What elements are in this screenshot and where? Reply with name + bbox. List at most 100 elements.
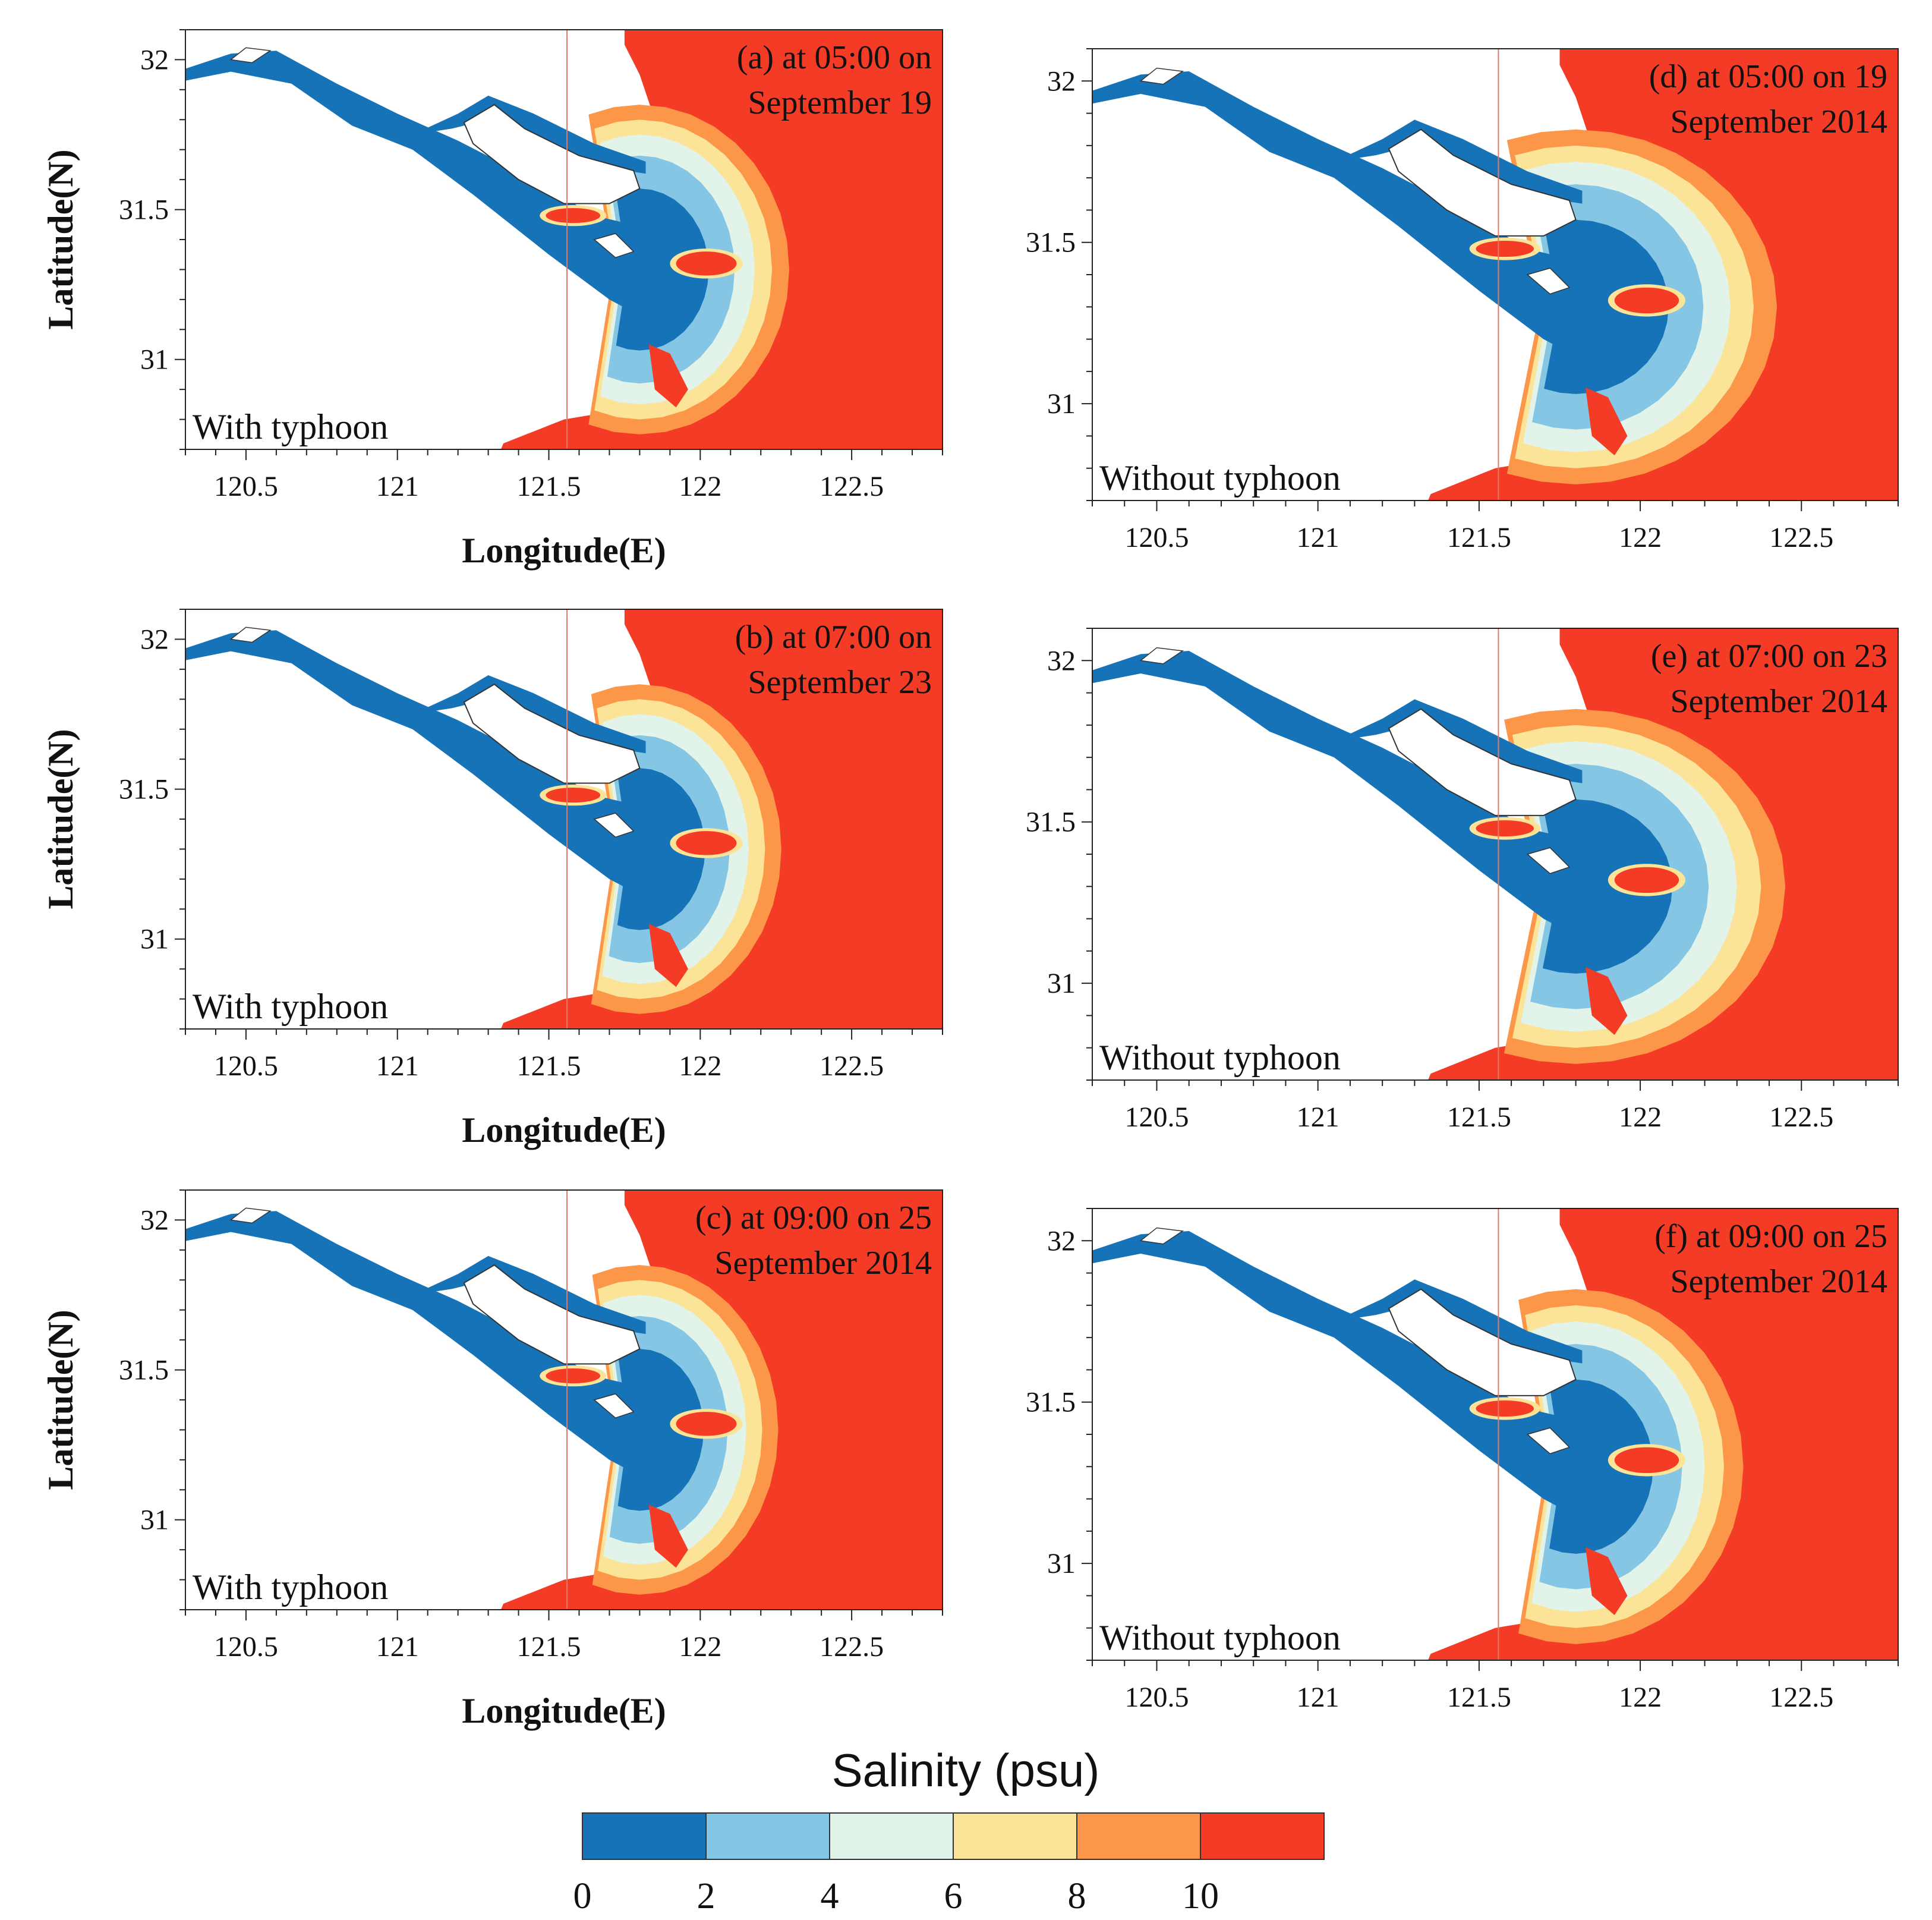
x-tick-label: 120.5 [1124,1101,1189,1133]
colorbar-cell [705,1812,830,1860]
nanhui-shoal [648,1504,688,1568]
scenario-label: Without typhoon [1099,1038,1341,1077]
x-tick-label: 120.5 [1124,522,1189,553]
panel-title-line: September 23 [748,664,932,701]
panel-d: 120.5 121 121.5 122 122.5 31 31.5 32 (d) at 05:0… [1026,48,1899,553]
x-tick-label: 122 [679,1050,721,1082]
colorbar-cell [582,1812,707,1860]
x-axis-title: Longitude(E) [462,1691,666,1730]
y-tick-label: 31.5 [119,1355,169,1386]
y-tick-label: 31 [1047,968,1076,999]
x-tick-label: 122.5 [820,471,884,502]
y-tick-label: 32 [1047,645,1076,676]
south-branch-channel [185,630,676,904]
shoal-north [546,208,601,224]
x-tick-label: 121 [1297,522,1340,553]
chongming-island [463,683,641,784]
changxing-island [1526,267,1571,295]
x-tick-label: 122.5 [1769,1101,1833,1133]
panel-title-line: (c) at 09:00 on 25 [695,1200,932,1236]
south-branch-channel [185,51,676,324]
shoal-north [546,1368,601,1384]
shoal-north [1476,820,1534,837]
panels: 120.5 121 121.5 122 122.5 31 31.5 32 Longitude(E… [41,29,1899,1730]
y-tick-label: 31.5 [1026,807,1076,838]
changxing-island [1526,847,1571,874]
panel-c: 120.5 121 121.5 122 122.5 31 31.5 32 Longitude(E… [41,1189,943,1730]
x-tick-label: 121 [376,471,419,502]
shoal-east [676,831,737,855]
changxing-island [593,233,635,259]
shoal-east [1614,867,1679,893]
shoal-north [1476,241,1534,257]
scenario-label: With typhoon [193,1568,388,1607]
map-area [185,30,943,449]
y-tick-label: 31.5 [1026,1387,1076,1418]
chongming-island [1388,1288,1577,1396]
shoal-east [1614,1447,1679,1474]
colorbar-cell [1076,1812,1201,1860]
shoal-east [676,251,737,276]
colorbar-cell [1200,1812,1325,1860]
x-tick-label: 122 [1619,1101,1662,1133]
x-tick-label: 121.5 [1447,1101,1511,1133]
x-tick-label: 121 [376,1631,419,1663]
upstream-island [1139,647,1184,665]
y-tick-label: 31.5 [1026,227,1076,259]
panel-title-line: September 19 [748,84,932,121]
south-branch-channel [1092,651,1615,945]
south-branch-channel [1092,71,1615,365]
x-tick-label: 121 [376,1050,419,1082]
x-tick-label: 121.5 [1447,1682,1511,1713]
changxing-island [593,1393,635,1419]
y-tick-label: 32 [140,624,169,655]
y-tick-label: 31.5 [119,194,169,226]
x-tick-label: 120.5 [1124,1682,1189,1713]
colorbar-tick-label: 4 [821,1876,839,1916]
x-axis-title: Longitude(E) [462,531,666,570]
x-tick-label: 122 [679,1631,721,1663]
y-tick-label: 31 [1047,1548,1076,1579]
x-tick-label: 122 [679,471,721,502]
y-tick-label: 31 [140,924,169,955]
shoal-east [1614,287,1679,314]
colorbar-tick-label: 2 [697,1876,716,1916]
panel-title-line: September 2014 [715,1245,932,1282]
south-branch-channel [1092,1231,1615,1525]
shoal-north [1476,1400,1534,1417]
y-axis-title: Latitude(N) [41,149,80,329]
x-tick-label: 122.5 [1769,522,1833,553]
upstream-island [1139,1227,1184,1245]
x-tick-label: 122.5 [1769,1682,1833,1713]
y-tick-label: 32 [1047,1225,1076,1257]
panel-title-line: September 2014 [1671,1263,1887,1300]
x-tick-label: 122.5 [820,1050,884,1082]
colorbar-tick-label: 10 [1182,1876,1219,1916]
x-tick-label: 121.5 [1447,522,1511,553]
y-tick-label: 32 [140,1204,169,1236]
y-axis-title: Latitude(N) [41,729,80,909]
panel-title-line: (f) at 09:00 on 25 [1654,1218,1887,1255]
map-area [185,609,943,1029]
map-area [185,1190,943,1610]
y-tick-label: 31 [140,344,169,376]
scenario-label: Without typhoon [1099,458,1341,498]
colorbar-cells [582,1812,1325,1860]
colorbar-cell [829,1812,954,1860]
shoal-north [546,788,601,803]
colorbar-title: Salinity (psu) [832,1744,1100,1796]
upstream-island [229,1207,272,1224]
panel-b: 120.5 121 121.5 122 122.5 31 31.5 32 Longitude(E… [41,609,943,1150]
colorbar-tick-label: 6 [944,1876,963,1916]
chongming-island [1388,708,1577,816]
colorbar-tick-label: 8 [1068,1876,1086,1916]
x-tick-label: 122.5 [820,1631,884,1663]
x-tick-label: 121.5 [517,471,581,502]
panel-title-line: (a) at 05:00 on [737,39,932,76]
y-tick-label: 31 [140,1504,169,1536]
chongming-island [463,103,641,204]
colorbar-cell [953,1812,1077,1860]
panel-a: 120.5 121 121.5 122 122.5 31 31.5 32 Longitude(E… [41,29,943,570]
x-tick-label: 120.5 [214,1050,278,1082]
x-tick-label: 120.5 [214,471,278,502]
